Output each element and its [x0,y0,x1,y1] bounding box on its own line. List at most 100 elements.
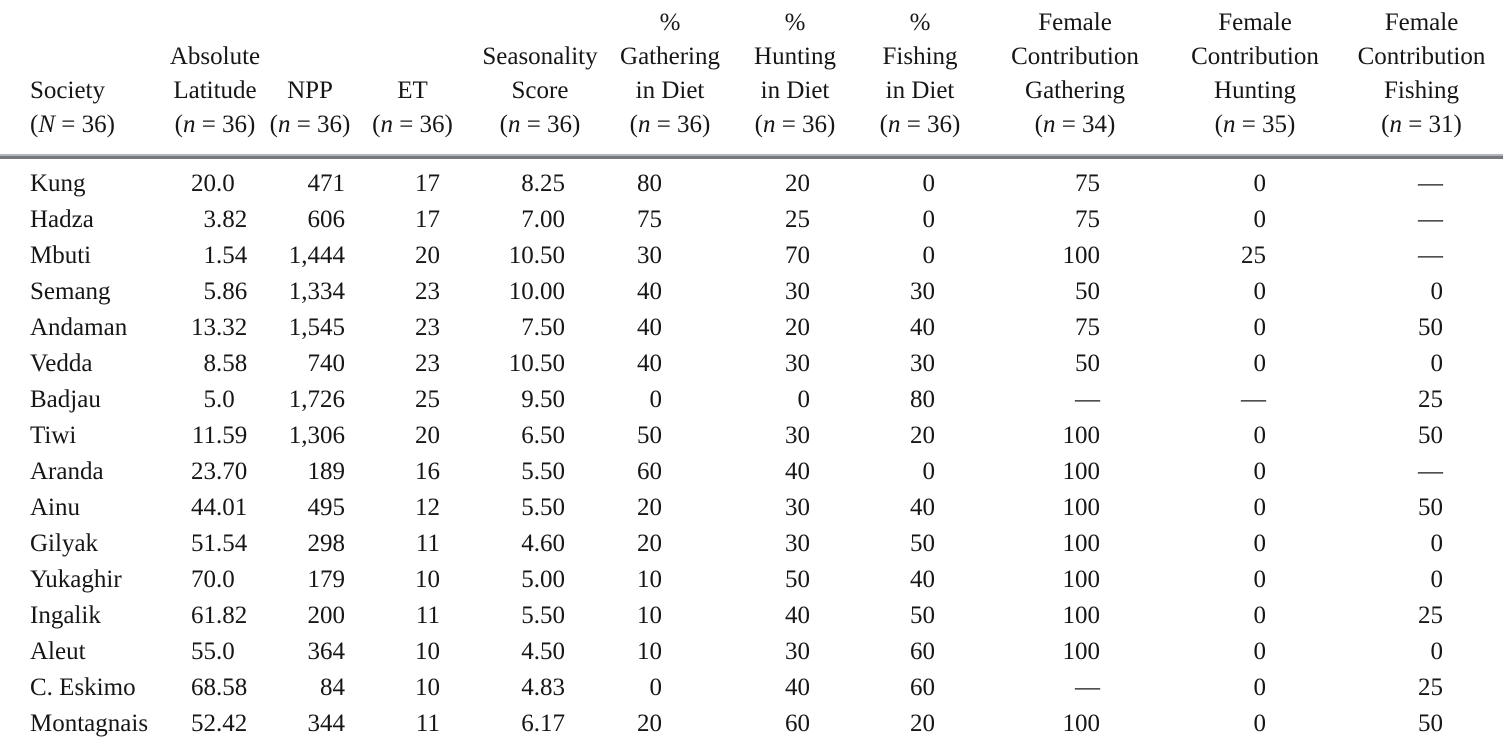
cell-female-contribution-hunting: 0 [1253,458,1267,485]
cell-seasonality-score: 4.83 [521,674,565,701]
column-header-female-contribution-hunting: Female Contribution Hunting (n = 35) [1170,0,1340,156]
cell-seasonality-score: 7.50 [521,314,565,341]
cell-pct-hunting-diet: 40 [785,458,810,485]
cell-female-contribution-gathering: — [1075,386,1100,413]
cell-seasonality-score: 4.50 [521,638,565,665]
cell-female-contribution-gathering: 50 [1075,278,1100,305]
cell-npp: 84 [320,674,345,701]
cell-female-contribution-fishing: 25 [1418,386,1443,413]
cell-female-contribution-gathering: 100 [1062,458,1101,485]
cell-pct-fishing-diet: 0 [860,156,980,202]
cell-npp: 606 [307,206,346,233]
cell-pct-fishing-diet: 60 [910,674,935,701]
cell-female-contribution-fishing: 50 [1418,314,1443,341]
cell-society: Mbuti [30,242,92,269]
column-header-npp: NPP (n = 36) [265,0,355,156]
cell-society: Tiwi [30,422,77,449]
cell-pct-hunting-diet: 20 [785,314,810,341]
cell-pct-fishing-diet: 30 [910,278,935,305]
cell-et: 10 [415,566,440,593]
cell-female-contribution-fishing: 0 [1430,566,1444,593]
cell-absolute-latitude: 23.70 [191,458,248,485]
cell-npp: 200 [307,602,346,629]
cell-npp: 344 [307,710,346,737]
cell-female-contribution-fishing: 50 [1418,494,1443,521]
cell-et: 16 [415,458,440,485]
cell-female-contribution-hunting: — [1241,386,1266,413]
cell-pct-gathering-diet: 40 [637,314,662,341]
cell-et: 10 [415,638,440,665]
table-row: Ingalik 61.82 200 11 5.50 10 40 50 100 0 25 [0,598,1503,634]
cell-female-contribution-fishing: — [1418,206,1443,233]
cell-female-contribution-hunting: 0 [1253,602,1267,629]
cell-society: C. Eskimo [30,674,136,701]
cell-et: 23 [415,350,440,377]
cell-et: 25 [415,386,440,413]
cell-seasonality-score: 8.25 [470,156,610,202]
cell-pct-gathering-diet: 50 [637,422,662,449]
cell-pct-fishing-diet: 80 [910,386,935,413]
table-row: Aleut 55.0 364 10 4.50 10 30 60 100 0 0 [0,634,1503,670]
column-header-female-contribution-fishing: Female Contribution Fishing (n = 31) [1340,0,1503,156]
cell-pct-hunting-diet: 30 [785,350,810,377]
table-row: Kung 20.0 471 17 8.25 80 20 0 75 0— [0,156,1503,202]
cell-female-contribution-hunting: 0 [1170,156,1340,202]
cell-female-contribution-fishing: 0 [1430,278,1444,305]
cell-pct-gathering-diet: 0 [649,386,663,413]
cell-seasonality-score: 9.50 [521,386,565,413]
cell-pct-hunting-diet: 30 [785,494,810,521]
header-row: Society (N = 36) Absolute Latitude (n = 36) N… [0,0,1503,156]
cell-absolute-latitude: 20.0 [165,156,265,202]
cell-npp: 1,444 [288,242,345,269]
cell-society: Gilyak [30,530,99,557]
cell-female-contribution-gathering: 100 [1062,494,1101,521]
cell-pct-hunting-diet: 70 [785,242,810,269]
cell-absolute-latitude: 11.59 [191,422,248,449]
cell-female-contribution-hunting: 25 [1241,242,1266,269]
cell-female-contribution-gathering: 75 [980,156,1170,202]
table-row: Hadza 3.82 606 17 7.00 75 25 0 75 0 — [0,202,1503,238]
cell-et: 23 [415,314,440,341]
cell-npp: 1,726 [288,386,345,413]
cell-female-contribution-hunting: 0 [1253,350,1267,377]
cell-pct-hunting-diet: 0 [797,386,811,413]
column-header-seasonality-score: Seasonality Score (n = 36) [470,0,610,156]
cell-absolute-latitude: 1.54 [203,242,248,269]
cell-npp: 1,306 [288,422,345,449]
cell-seasonality-score: 5.50 [521,494,565,521]
cell-pct-gathering-diet: 60 [637,458,662,485]
cell-seasonality-score: 6.17 [521,710,565,737]
cell-et: 23 [415,278,440,305]
cell-female-contribution-fishing: — [1418,242,1443,269]
cell-pct-fishing-diet: 50 [910,602,935,629]
cell-female-contribution-fishing: 50 [1418,710,1443,737]
cell-pct-fishing-diet: 0 [922,242,936,269]
cell-seasonality-score: 5.00 [521,566,565,593]
cell-pct-fishing-diet: 50 [910,530,935,557]
cell-female-contribution-gathering: — [1075,674,1100,701]
cell-female-contribution-fishing: 0 [1430,530,1444,557]
cell-female-contribution-hunting: 0 [1253,566,1267,593]
cell-female-contribution-fishing: 25 [1418,674,1443,701]
column-header-pct-gathering-diet: % Gathering in Diet (n = 36) [610,0,730,156]
cell-society: Andaman [30,314,128,341]
cell-absolute-latitude: 52.42 [191,710,248,737]
cell-pct-fishing-diet: 20 [910,710,935,737]
table-row: Tiwi 11.59 1,306 20 6.50 50 30 20 100 0 50 [0,418,1503,454]
cell-pct-gathering-diet: 0 [649,674,663,701]
table-row: Gilyak 51.54 298 11 4.60 20 30 50 100 0 0 [0,526,1503,562]
cell-seasonality-score: 10.50 [508,242,565,269]
table-row: Ainu 44.01 495 12 5.50 20 30 40 100 0 50 [0,490,1503,526]
cell-society: Badjau [30,386,101,413]
cell-female-contribution-fishing: 0 [1430,350,1444,377]
column-header-pct-fishing-diet: % Fishing in Diet (n = 36) [860,0,980,156]
cell-pct-fishing-diet: 40 [910,314,935,341]
column-header-society: Society (N = 36) [0,0,165,156]
cell-absolute-latitude: 51.54 [191,530,248,557]
cell-pct-fishing-diet: 40 [910,566,935,593]
cell-female-contribution-fishing: — [1340,156,1503,202]
cell-pct-fishing-diet: 0 [922,458,936,485]
table-row: C. Eskimo 68.58 84 10 4.83 0 40 60 — 0 25 [0,670,1503,706]
